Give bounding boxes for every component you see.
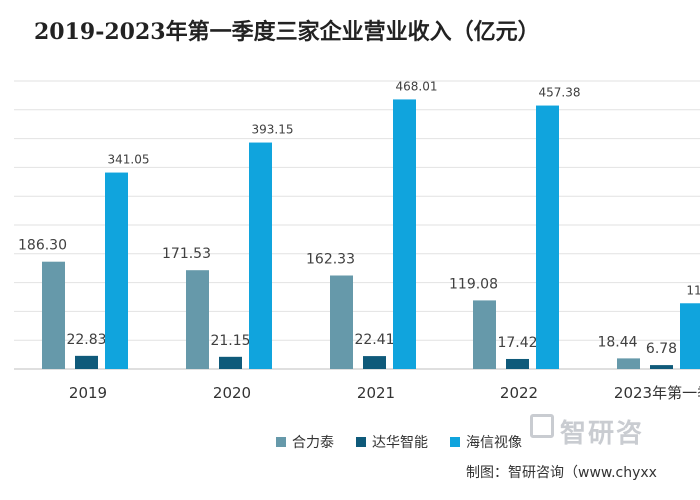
x-tick-label: 2023年第一季 xyxy=(614,384,700,402)
legend-label-hisense: 海信视像 xyxy=(466,435,522,451)
data-label: 6.78 xyxy=(646,341,677,357)
data-label: 17.42 xyxy=(497,335,537,351)
bar-2-3 xyxy=(536,105,559,369)
bar-0-4 xyxy=(617,358,640,369)
data-label: 114.1 xyxy=(686,283,700,297)
legend-item-heli: 合力泰 xyxy=(276,432,334,452)
data-label: 171.53 xyxy=(162,246,211,262)
data-label: 341.05 xyxy=(108,153,150,167)
data-label: 18.44 xyxy=(597,334,637,350)
data-label: 119.08 xyxy=(449,276,498,292)
x-tick-label: 2019 xyxy=(69,384,107,402)
bar-2-2 xyxy=(393,99,416,369)
x-tick-label: 2022 xyxy=(500,384,538,402)
legend-swatch-dahua xyxy=(356,437,366,447)
bar-1-2 xyxy=(363,356,386,369)
legend: 合力泰 达华智能 海信视像 xyxy=(276,432,522,452)
watermark-logo-icon xyxy=(530,414,554,438)
chart-title: 2019-2023年第一季度三家企业营业收入（亿元） xyxy=(34,19,540,45)
bar-0-2 xyxy=(330,275,353,369)
watermark-text: 智研咨 xyxy=(560,419,645,449)
bar-0-0 xyxy=(42,261,65,369)
legend-item-dahua: 达华智能 xyxy=(356,432,428,452)
credit-text: 制图：智研咨询（www.chyxx xyxy=(466,465,657,481)
data-label: 21.15 xyxy=(210,333,250,349)
legend-label-dahua: 达华智能 xyxy=(372,435,428,451)
legend-swatch-hisense xyxy=(450,437,460,447)
bar-1-3 xyxy=(506,358,529,369)
bar-1-0 xyxy=(75,355,98,369)
legend-label-heli: 合力泰 xyxy=(292,435,334,451)
data-label: 457.38 xyxy=(539,86,581,100)
data-label: 393.15 xyxy=(252,123,294,137)
x-tick-label: 2020 xyxy=(213,384,251,402)
data-label: 162.33 xyxy=(306,251,355,267)
bar-0-1 xyxy=(186,270,209,369)
bar-2-1 xyxy=(249,142,272,369)
legend-item-hisense: 海信视像 xyxy=(450,432,522,452)
data-label: 186.30 xyxy=(18,238,67,254)
data-label: 22.83 xyxy=(66,332,106,348)
bar-0-3 xyxy=(473,300,496,369)
bar-1-1 xyxy=(219,356,242,369)
data-label: 22.41 xyxy=(354,332,394,348)
bar-1-4 xyxy=(650,365,673,369)
data-label: 468.01 xyxy=(396,79,438,93)
bar-2-4 xyxy=(680,303,700,369)
x-tick-label: 2021 xyxy=(357,384,395,402)
legend-swatch-heli xyxy=(276,437,286,447)
bar-2-0 xyxy=(105,172,128,369)
